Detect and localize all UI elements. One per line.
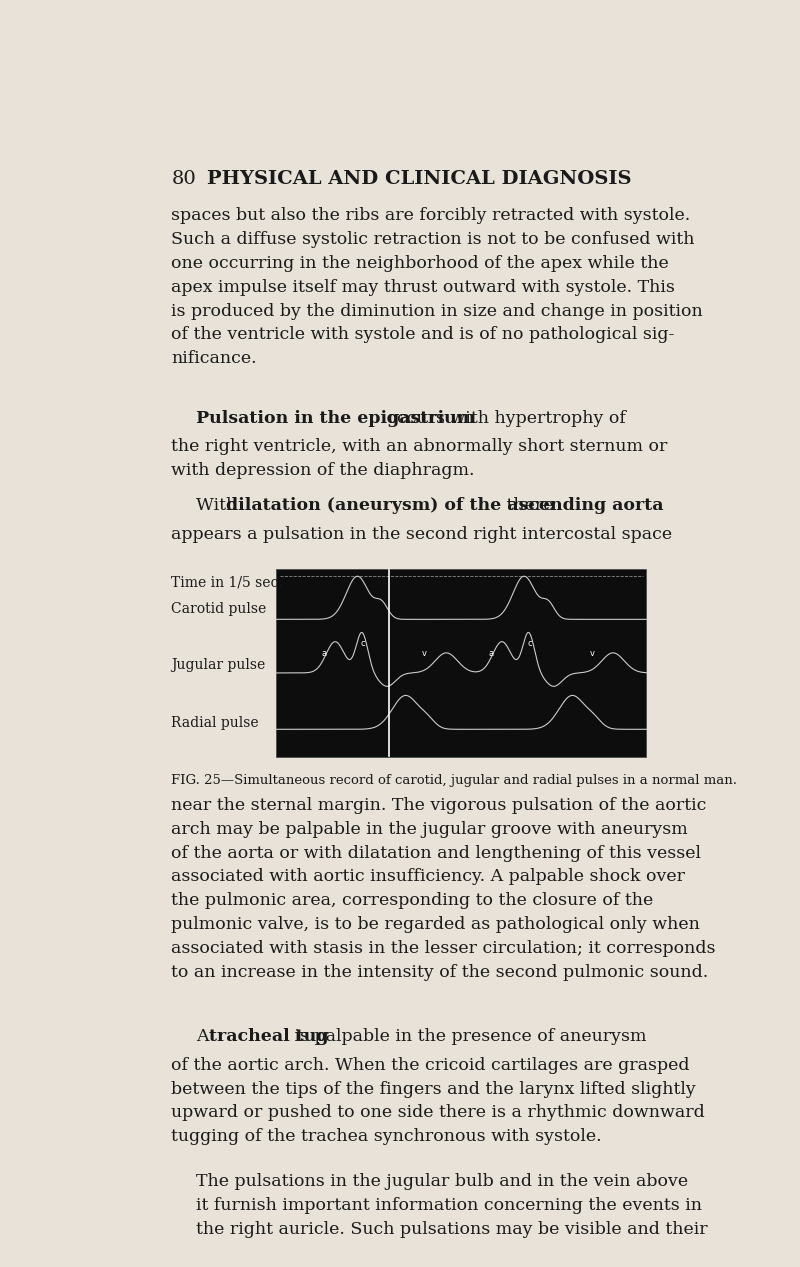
Text: a: a xyxy=(488,649,494,658)
Text: Jugular pulse: Jugular pulse xyxy=(171,658,266,672)
Text: Radial pulse: Radial pulse xyxy=(171,716,259,730)
Text: tracheal tug: tracheal tug xyxy=(209,1028,328,1045)
Text: PHYSICAL AND CLINICAL DIAGNOSIS: PHYSICAL AND CLINICAL DIAGNOSIS xyxy=(207,170,631,189)
Text: Time in 1/5 sec.: Time in 1/5 sec. xyxy=(171,575,283,589)
Text: near the sternal margin. The vigorous pulsation of the aortic
arch may be palpab: near the sternal margin. The vigorous pu… xyxy=(171,797,716,981)
Text: is palpable in the presence of aneurysm: is palpable in the presence of aneurysm xyxy=(290,1028,647,1045)
Text: v: v xyxy=(590,649,595,658)
Text: Carotid pulse: Carotid pulse xyxy=(171,602,266,616)
Text: v: v xyxy=(422,649,426,658)
Text: 80: 80 xyxy=(171,170,196,189)
Text: Pulsation in the epigastrium: Pulsation in the epigastrium xyxy=(196,409,475,427)
Text: a: a xyxy=(322,649,326,658)
Text: spaces but also the ribs are forcibly retracted with systole.
Such a diffuse sys: spaces but also the ribs are forcibly re… xyxy=(171,208,703,367)
Text: FIG. 25—Simultaneous record of carotid, jugular and radial pulses in a normal ma: FIG. 25—Simultaneous record of carotid, … xyxy=(171,774,738,787)
Text: With: With xyxy=(196,498,243,514)
Text: dilatation (aneurysm) of the ascending aorta: dilatation (aneurysm) of the ascending a… xyxy=(226,498,663,514)
Bar xyxy=(276,569,646,758)
Text: The pulsations in the jugular bulb and in the vein above
it furnish important in: The pulsations in the jugular bulb and i… xyxy=(196,1173,708,1238)
Text: there: there xyxy=(502,498,554,514)
Text: c: c xyxy=(527,639,532,647)
Text: appears a pulsation in the second right intercostal space: appears a pulsation in the second right … xyxy=(171,526,673,544)
Text: of the aortic arch. When the cricoid cartilages are grasped
between the tips of : of the aortic arch. When the cricoid car… xyxy=(171,1057,705,1145)
Text: occurs with hypertrophy of: occurs with hypertrophy of xyxy=(381,409,626,427)
Text: A: A xyxy=(196,1028,214,1045)
Text: the right ventricle, with an abnormally short sternum or
with depression of the : the right ventricle, with an abnormally … xyxy=(171,438,668,479)
Text: c: c xyxy=(361,639,366,647)
